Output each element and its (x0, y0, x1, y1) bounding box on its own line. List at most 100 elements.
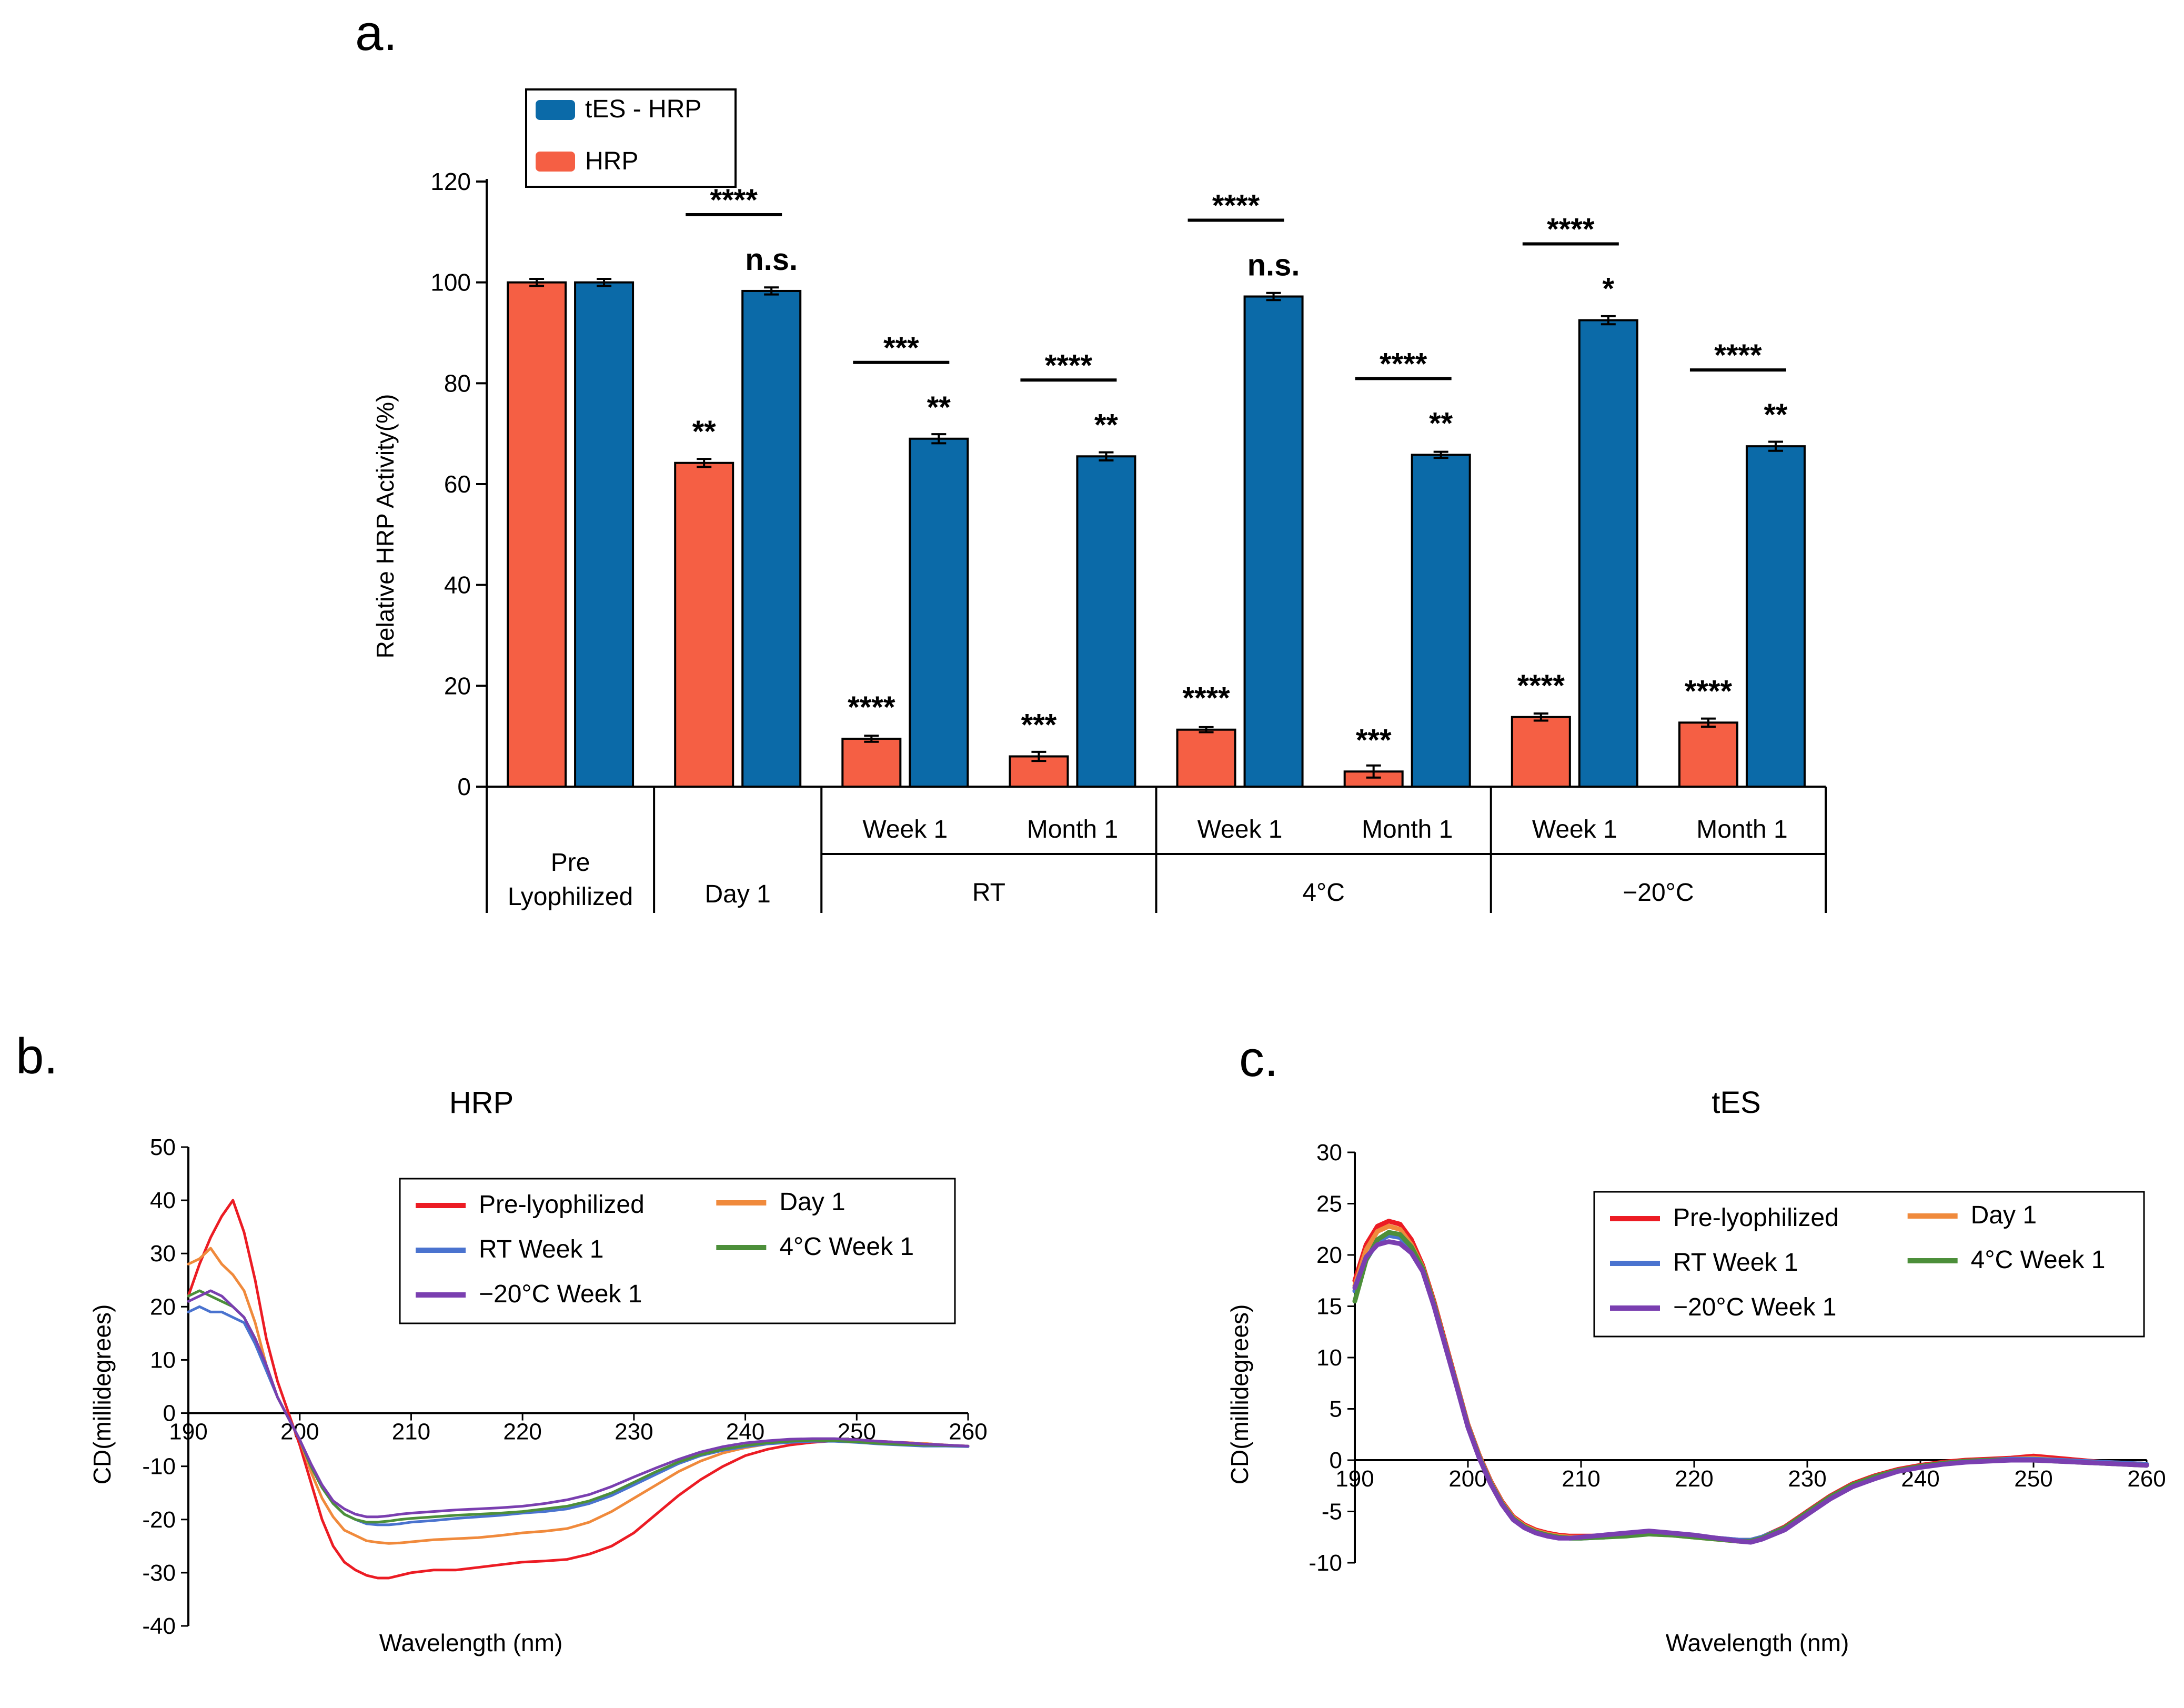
cd-hrp-y-tick-label: -30 (142, 1560, 176, 1586)
category-labels: Week 1 Month 1 Week 1 Month 1 Week 1 Month 1 P… (508, 816, 1788, 911)
bar-tes-hrp (741, 289, 802, 788)
cd-tes-series-line (1352, 1239, 2149, 1545)
bar-tes-hrp (1745, 445, 1806, 788)
cd-tes-y-tick-label: 15 (1316, 1294, 1342, 1320)
y-tick-label: 100 (430, 269, 471, 296)
group-label: −20°C (1623, 879, 1694, 907)
time-label: Week 1 (1197, 816, 1283, 843)
bar-tes-hrp (574, 281, 635, 788)
cd-hrp-legend-label: Day 1 (779, 1188, 845, 1216)
significance-label: **** (1685, 674, 1733, 708)
cd-tes-x-axis-title: Wavelength (nm) (1666, 1629, 1849, 1656)
cd-tes-y-tick-label: 20 (1316, 1242, 1342, 1268)
cd-hrp-legend: Pre-lyophilized Day 1 RT Week 1 4°C Week 1 −… (399, 1178, 956, 1324)
cd-tes-x-tick-label: 260 (2127, 1466, 2166, 1492)
cd-hrp-y-tick-label: 40 (150, 1188, 176, 1213)
cd-tes-y-tick-label: 30 (1316, 1140, 1342, 1166)
cd-hrp-legend-label: RT Week 1 (479, 1235, 603, 1263)
cd-hrp-x-tick-label: 190 (169, 1419, 207, 1445)
panel-letter-a: a. (355, 5, 397, 61)
cd-tes-y-tick-label: 25 (1316, 1191, 1342, 1217)
significance-label: n.s. (1247, 248, 1300, 283)
cd-tes-legend-label: 4°C Week 1 (1971, 1246, 2106, 1274)
y-tick-label: 120 (430, 168, 471, 195)
cd-hrp-x-tick-label: 260 (949, 1419, 987, 1445)
bar-tes-hrp (1411, 454, 1471, 788)
bar-hrp (507, 281, 567, 788)
cd-hrp-y-tick-label: 0 (163, 1401, 176, 1426)
cd-hrp-y-tick-label: 10 (150, 1347, 176, 1373)
comparison-label: **** (1212, 189, 1260, 223)
cd-tes-title: tES (1712, 1086, 1761, 1120)
cd-hrp-x-axis-title: Wavelength (nm) (379, 1629, 563, 1656)
cd-tes-y-tick-label: 0 (1330, 1448, 1342, 1473)
cd-hrp-panel: b. HRP CD(millidegrees) Wavelength (nm) … (16, 1028, 988, 1656)
significance-label: * (1603, 272, 1615, 306)
cd-hrp-y-tick-label: -10 (142, 1454, 176, 1480)
comparison-label: **** (1547, 213, 1595, 247)
cd-tes-x-tick-label: 220 (1675, 1466, 1713, 1492)
comparison-label: **** (710, 183, 758, 217)
significance-label: *** (1021, 708, 1057, 742)
cd-tes-x-tick-label: 250 (2014, 1466, 2052, 1492)
cd-tes-y-tick-label: -5 (1322, 1499, 1342, 1525)
group-label: Lyophilized (508, 883, 633, 911)
cd-hrp-y-tick-label: -20 (142, 1507, 176, 1533)
significance-label: **** (848, 690, 895, 725)
panel-letter-b: b. (16, 1028, 58, 1084)
significance-label: ** (1094, 408, 1119, 442)
significance-label: **** (1182, 681, 1230, 716)
y-tick-label: 40 (444, 571, 471, 599)
y-tick-label: 60 (444, 470, 471, 498)
cd-hrp-legend-frame (399, 1178, 956, 1324)
cd-hrp-legend-label: −20°C Week 1 (479, 1280, 642, 1308)
group-label: Pre (551, 849, 590, 877)
comparison-label: **** (1380, 347, 1427, 381)
cd-tes-x-tick-label: 210 (1562, 1466, 1600, 1492)
bars (507, 281, 1806, 788)
significance-label: **** (1517, 669, 1565, 703)
cd-tes-legend-frame (1593, 1191, 2145, 1338)
legend-swatch-tes-hrp (536, 100, 575, 120)
significance-label: *** (1356, 723, 1392, 757)
cd-hrp-x-tick-label: 230 (615, 1419, 653, 1445)
bar-hrp (1511, 716, 1571, 788)
cd-tes-legend-label: RT Week 1 (1673, 1249, 1798, 1277)
time-label: Week 1 (862, 816, 948, 843)
cd-hrp-y-tick-label: 20 (150, 1294, 176, 1320)
y-axis-title: Relative HRP Activity(%) (371, 394, 399, 659)
bar-legend: tES - HRP HRP (525, 88, 737, 188)
cd-tes-y-tick-label: 10 (1316, 1345, 1342, 1371)
cd-tes-legend-label: −20°C Week 1 (1673, 1293, 1836, 1321)
time-label: Week 1 (1532, 816, 1617, 843)
cd-hrp-series-line (187, 1289, 970, 1519)
bar-tes-hrp (1243, 295, 1304, 788)
cd-tes-legend-label: Pre-lyophilized (1673, 1204, 1839, 1232)
significance-label: ** (927, 390, 951, 425)
legend-label-hrp: HRP (585, 147, 638, 175)
time-label: Month 1 (1362, 816, 1453, 843)
y-tick-label: 80 (444, 369, 471, 397)
comparison-label: *** (883, 331, 919, 365)
group-label: Day 1 (704, 880, 770, 908)
y-tick-label: 0 (457, 773, 471, 800)
significance-label: ** (692, 415, 717, 449)
bar-hrp (841, 737, 902, 788)
cd-tes-series (1352, 1219, 2149, 1545)
cd-hrp-y-tick-label: 30 (150, 1241, 176, 1267)
legend-swatch-hrp (536, 152, 575, 172)
error-bars (529, 277, 1783, 779)
cd-hrp-y-tick-label: 50 (150, 1134, 176, 1160)
y-axis: 0 20 40 60 80 100 120 (430, 168, 488, 800)
cd-hrp-legend-label: Pre-lyophilized (479, 1191, 645, 1219)
legend-label-tes-hrp: tES - HRP (585, 95, 701, 123)
significance-label: ** (1764, 398, 1788, 432)
bar-tes-hrp (1076, 455, 1136, 788)
cd-tes-x-tick-label: 200 (1448, 1466, 1487, 1492)
cd-hrp-legend-label: 4°C Week 1 (779, 1233, 914, 1261)
bar-tes-hrp (909, 437, 969, 788)
cd-tes-x-tick-label: 190 (1335, 1466, 1374, 1492)
cd-hrp-y-tick-label: -40 (142, 1613, 176, 1639)
